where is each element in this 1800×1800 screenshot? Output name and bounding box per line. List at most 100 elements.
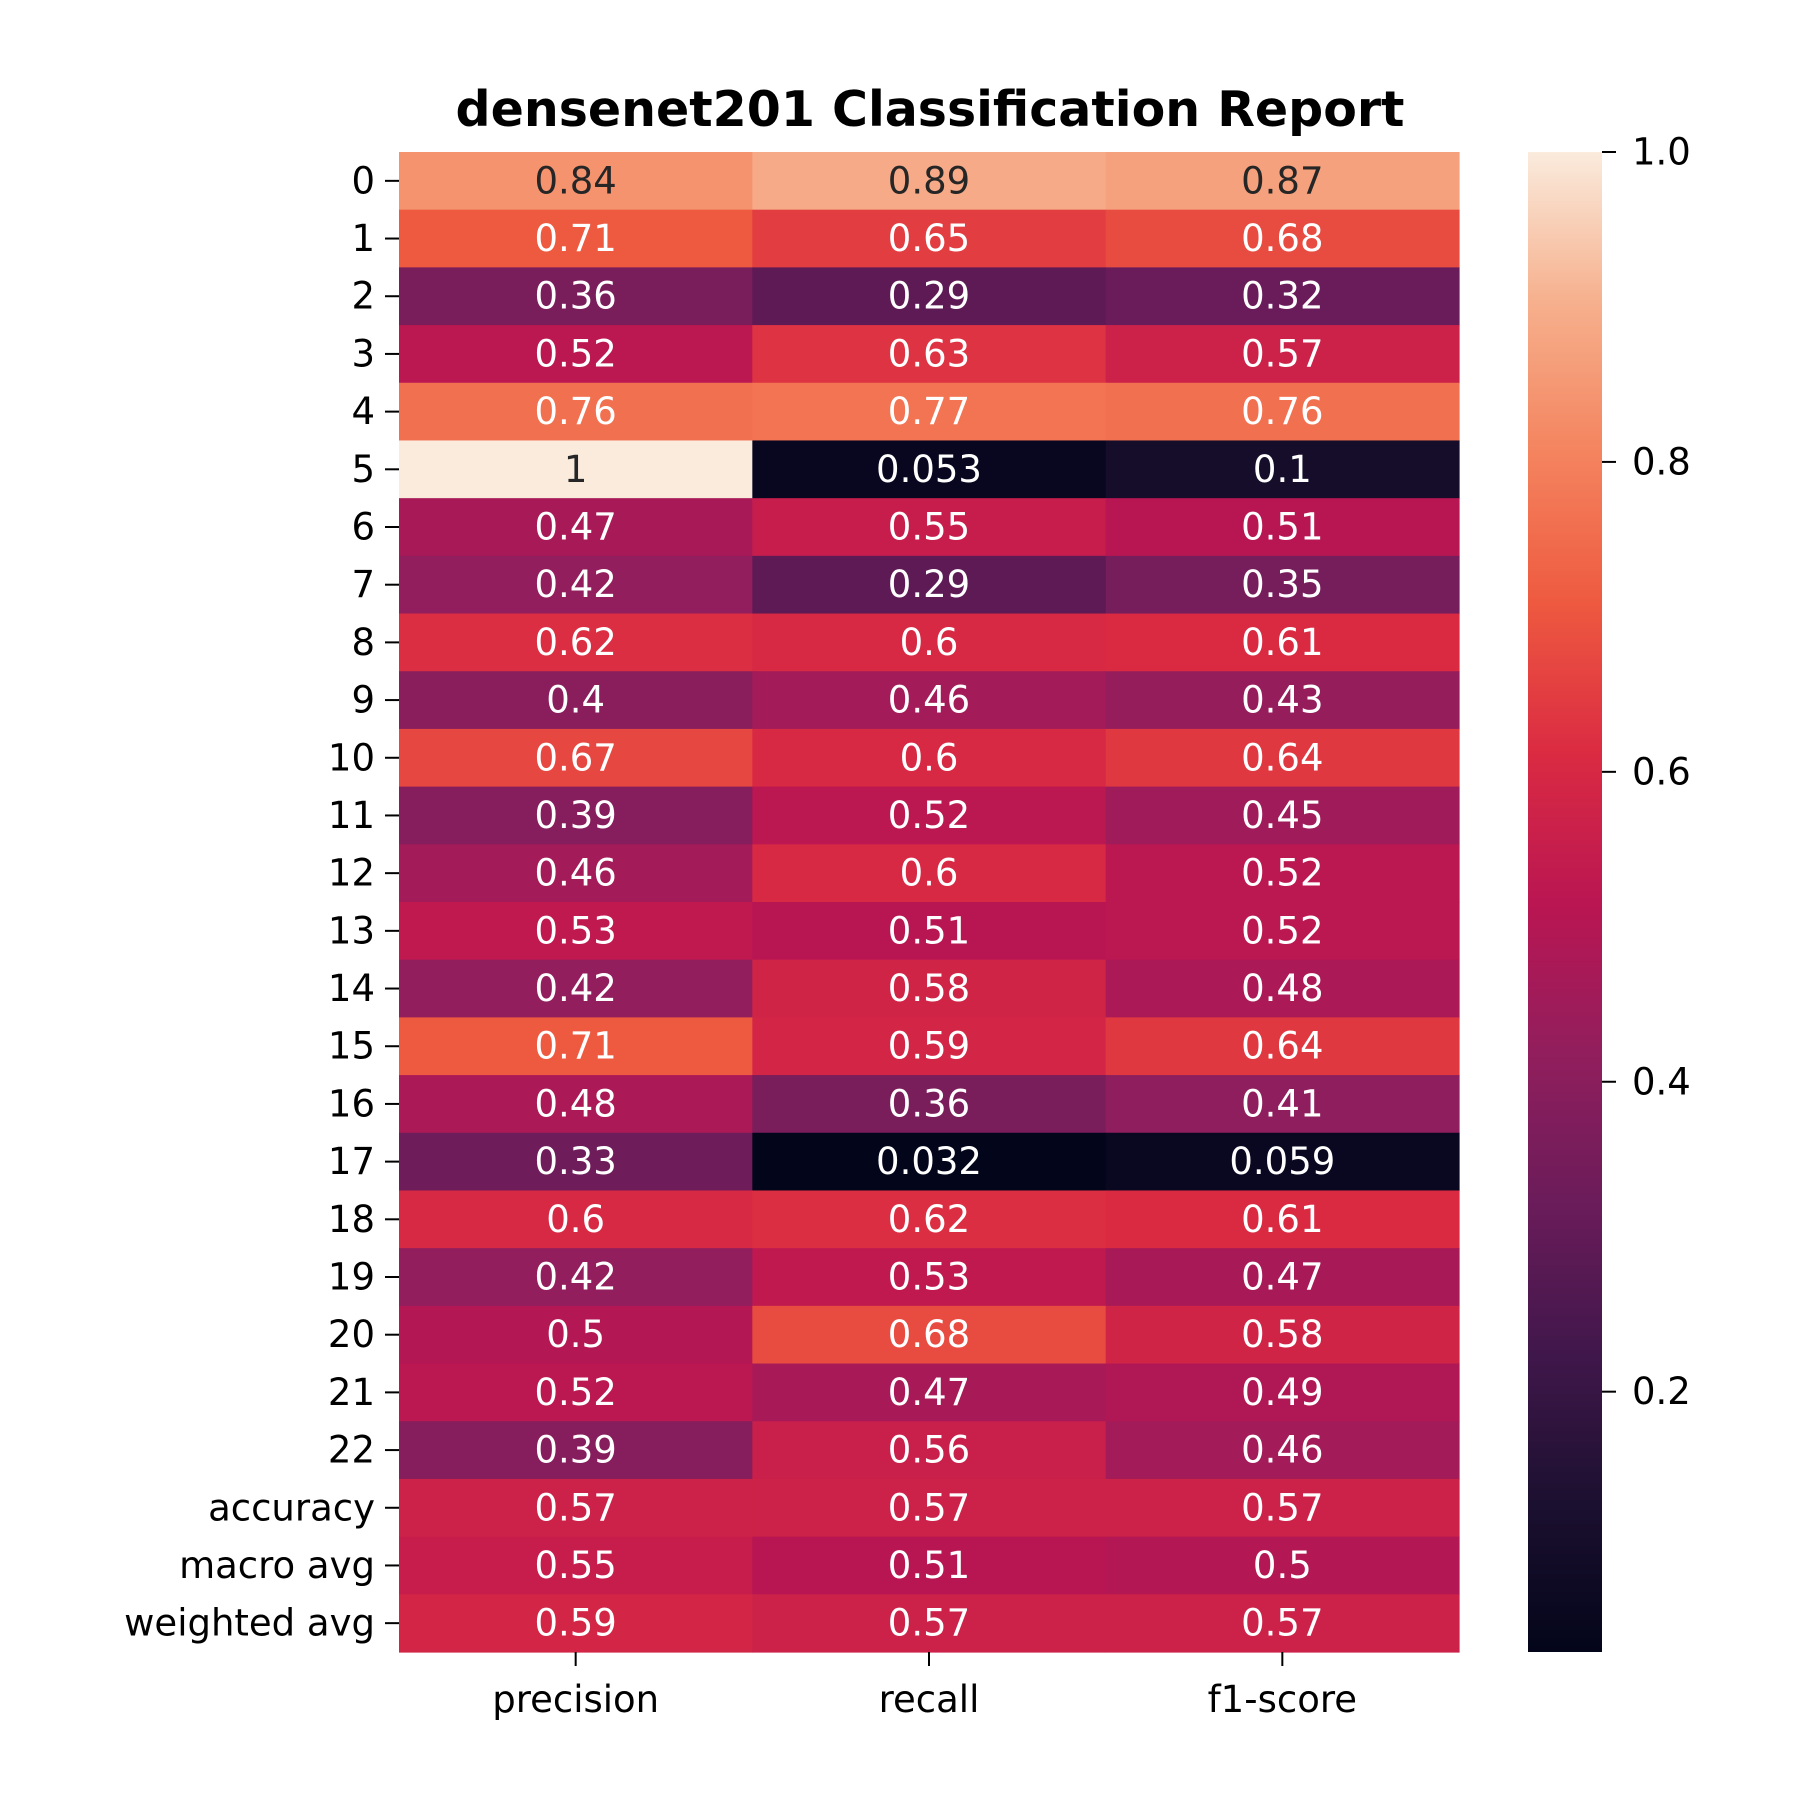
cell-value-label: 0.41 <box>1241 1082 1323 1125</box>
heatmap-cell <box>1105 959 1460 1018</box>
cell-value-label: 0.059 <box>1229 1140 1335 1183</box>
heatmap-cell <box>752 671 1107 730</box>
heatmap-cell <box>1105 1594 1460 1653</box>
heatmap-cell <box>752 1478 1107 1538</box>
cell-value-label: 0.5 <box>1253 1544 1312 1587</box>
heatmap-cell <box>752 613 1107 672</box>
cell-value-label: 0.6 <box>900 736 959 779</box>
heatmap-cell <box>752 1305 1107 1365</box>
cell-value-label: 0.67 <box>534 736 616 779</box>
cell-value-label: 0.55 <box>534 1544 616 1587</box>
y-tick-label: 2 <box>351 275 375 318</box>
heatmap-cell <box>1105 1536 1460 1595</box>
heatmap-cell <box>1105 1248 1460 1307</box>
heatmap-cell <box>399 1421 753 1480</box>
cell-value-label: 0.36 <box>534 275 616 318</box>
y-tick-label: 4 <box>351 390 375 433</box>
y-tick-label: 22 <box>328 1429 375 1472</box>
y-tick-label: 17 <box>328 1140 375 1183</box>
cell-value-label: 0.59 <box>534 1602 616 1645</box>
heatmap-cell <box>1105 1305 1460 1365</box>
heatmap-cell <box>399 1190 753 1249</box>
heatmap-cell <box>1105 498 1460 557</box>
y-tick-label: 9 <box>351 679 375 722</box>
x-tick-label: precision <box>492 1678 659 1721</box>
y-tick-label: 19 <box>328 1256 375 1299</box>
cell-value-label: 0.57 <box>888 1486 970 1529</box>
cell-value-label: 0.76 <box>1241 390 1323 433</box>
cell-value-label: 0.77 <box>888 390 970 433</box>
heatmap-cell <box>1105 325 1460 384</box>
heatmap-cell <box>399 152 753 211</box>
heatmap-cell <box>1105 844 1460 903</box>
cell-value-label: 0.76 <box>534 390 616 433</box>
cell-value-label: 0.52 <box>534 332 616 375</box>
heatmap-cell <box>752 1190 1107 1249</box>
cell-value-label: 0.52 <box>1241 852 1323 895</box>
cell-value-label: 0.46 <box>1241 1429 1323 1472</box>
heatmap-cell <box>399 1305 753 1365</box>
cell-value-label: 0.35 <box>1241 563 1323 606</box>
cell-value-label: 0.053 <box>876 448 982 491</box>
cell-value-label: 0.71 <box>534 1025 616 1068</box>
heatmap-cell <box>1105 1478 1460 1538</box>
cell-value-label: 0.51 <box>1241 506 1323 549</box>
heatmap-cells: 0.84 0.89 0.87 0.71 0.65 0.68 0.36 0.29 0.32 0.52… <box>399 152 1460 1653</box>
heatmap-cell <box>399 498 753 557</box>
cell-value-label: 0.6 <box>900 852 959 895</box>
cell-value-label: 0.87 <box>1241 159 1323 202</box>
heatmap-cell <box>399 382 753 442</box>
cell-value-label: 0.71 <box>534 217 616 260</box>
heatmap-cell <box>752 555 1107 615</box>
heatmap-cell <box>399 440 753 499</box>
heatmap-cell <box>1105 152 1460 211</box>
cell-value-label: 0.43 <box>1241 679 1323 722</box>
cell-value-label: 0.48 <box>1241 967 1323 1010</box>
heatmap-cell <box>1105 613 1460 672</box>
heatmap-cell <box>399 267 753 326</box>
cell-value-label: 0.57 <box>888 1602 970 1645</box>
heatmap-cell <box>1105 1132 1460 1192</box>
heatmap-cell <box>752 152 1107 211</box>
y-tick-label: 0 <box>351 159 375 202</box>
chart-title: densenet201 Classification Report <box>456 81 1405 138</box>
colorbar-tick-label: 0.8 <box>1632 440 1691 483</box>
cell-value-label: 0.53 <box>888 1256 970 1299</box>
heatmap-cell <box>1105 440 1460 499</box>
y-tick-label: 16 <box>328 1082 375 1125</box>
cell-value-label: 0.55 <box>888 506 970 549</box>
cell-value-label: 0.47 <box>1241 1256 1323 1299</box>
heatmap-cell <box>1105 671 1460 730</box>
y-tick-label: 12 <box>328 852 375 895</box>
heatmap-cell <box>399 959 753 1018</box>
cell-value-label: 0.39 <box>534 1429 616 1472</box>
heatmap-cell <box>752 325 1107 384</box>
y-tick-label: 13 <box>328 909 375 952</box>
heatmap-cell <box>399 555 753 615</box>
cell-value-label: 0.29 <box>888 563 970 606</box>
heatmap-cell <box>752 498 1107 557</box>
heatmap-cell <box>399 1248 753 1307</box>
cell-value-label: 0.032 <box>876 1140 982 1183</box>
heatmap-cell <box>399 671 753 730</box>
y-tick-label: weighted avg <box>124 1602 375 1645</box>
heatmap-cell <box>399 209 753 268</box>
heatmap-cell <box>399 844 753 903</box>
cell-value-label: 0.59 <box>888 1025 970 1068</box>
colorbar-gradient <box>1528 152 1602 1652</box>
colorbar: 0.2 0.4 0.6 0.8 1.0 <box>1528 131 1691 1652</box>
cell-value-label: 0.62 <box>888 1198 970 1241</box>
cell-value-label: 0.57 <box>534 1486 616 1529</box>
cell-value-label: 1 <box>564 448 588 491</box>
heatmap-cell <box>752 382 1107 442</box>
heatmap-cell <box>752 440 1107 499</box>
cell-value-label: 0.4 <box>546 679 605 722</box>
y-axis: 012345678910111213141516171819202122accu… <box>124 159 399 1645</box>
heatmap-cell <box>752 267 1107 326</box>
cell-value-label: 0.52 <box>534 1371 616 1414</box>
heatmap-cell <box>752 1017 1107 1076</box>
y-tick-label: 11 <box>328 794 375 837</box>
cell-value-label: 0.84 <box>534 159 616 202</box>
heatmap-cell <box>399 613 753 672</box>
